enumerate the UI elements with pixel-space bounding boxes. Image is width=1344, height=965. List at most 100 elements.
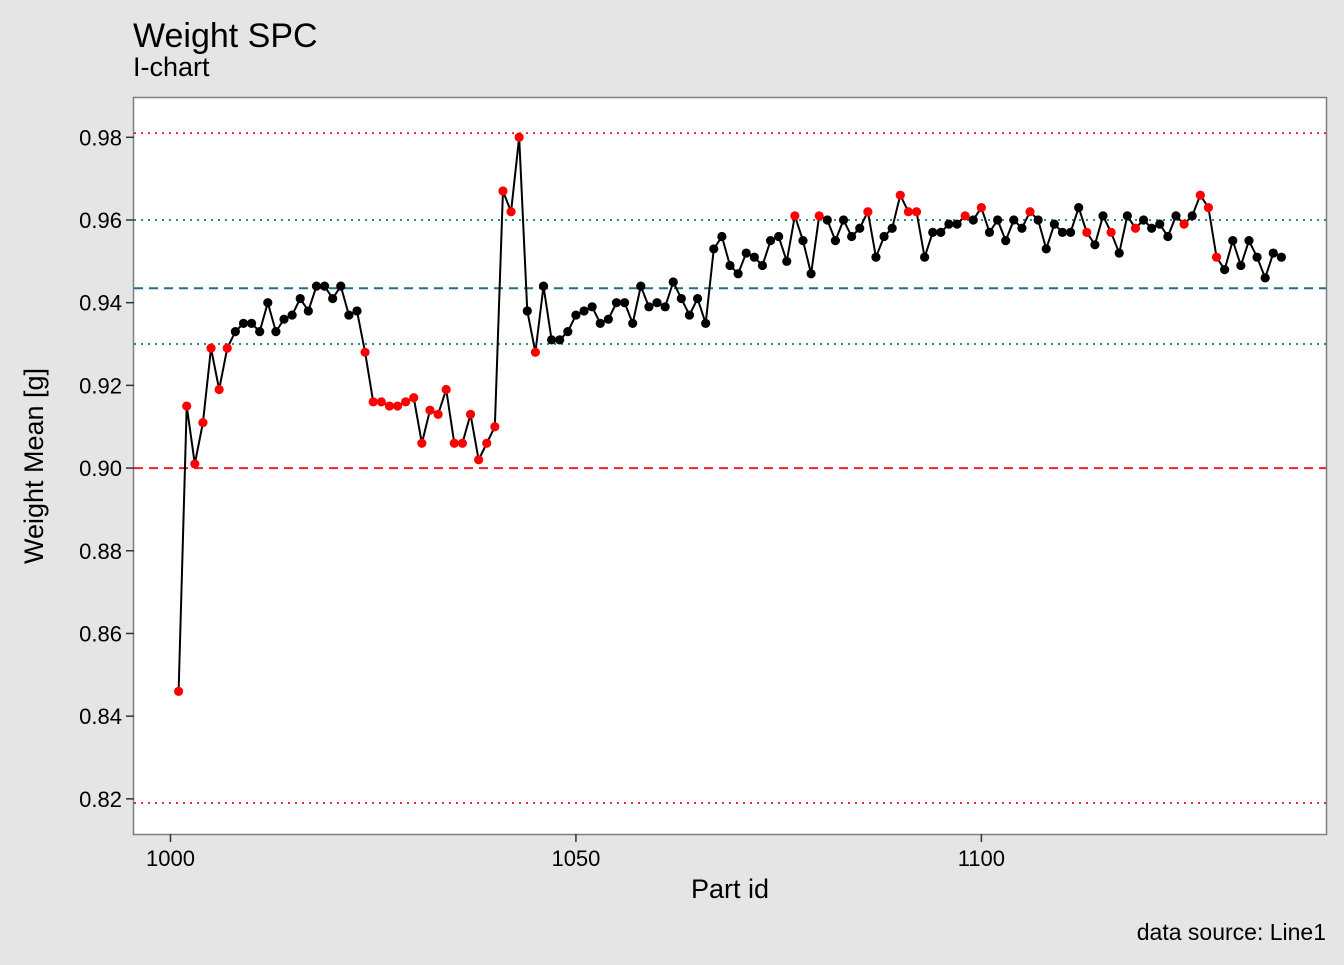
data-point-flagged — [441, 384, 451, 395]
data-point — [579, 306, 589, 316]
data-point — [1033, 215, 1043, 225]
data-point — [1090, 240, 1100, 250]
data-point — [1147, 223, 1157, 233]
data-point — [676, 293, 686, 304]
data-point — [1017, 223, 1027, 233]
data-point-flagged — [895, 190, 905, 200]
data-point — [944, 219, 954, 229]
data-point — [522, 306, 532, 316]
data-point-flagged — [433, 409, 443, 419]
data-point — [619, 298, 630, 308]
data-point-flagged — [457, 438, 468, 448]
data-point — [741, 248, 751, 258]
data-point — [1268, 248, 1278, 258]
data-point — [765, 236, 776, 246]
x-tick-label: 1000 — [146, 846, 195, 871]
data-source-caption: data source: Line1 — [1137, 919, 1326, 945]
data-point-flagged — [814, 211, 824, 221]
data-point — [246, 318, 257, 328]
data-point — [595, 318, 605, 328]
data-point — [709, 244, 719, 254]
data-point — [652, 298, 662, 308]
data-point — [806, 269, 816, 279]
data-point — [701, 318, 711, 328]
data-point — [279, 314, 289, 324]
data-point — [668, 277, 678, 287]
data-point — [1244, 236, 1254, 246]
data-point — [1276, 252, 1286, 262]
data-point — [1098, 211, 1108, 221]
data-point-flagged — [465, 409, 476, 419]
data-point — [319, 281, 330, 291]
data-point — [749, 252, 759, 262]
x-axis-label: Part id — [691, 874, 769, 904]
data-point — [1155, 219, 1165, 229]
control-limit-lines — [134, 132, 1326, 804]
data-point — [830, 236, 841, 246]
data-point — [352, 306, 362, 316]
data-point — [798, 236, 808, 246]
data-point — [1252, 252, 1262, 262]
data-point-flagged — [498, 186, 508, 196]
data-point — [879, 231, 889, 242]
y-tick-label: 0.84 — [79, 704, 122, 729]
data-point-flagged — [182, 401, 192, 411]
data-point — [336, 281, 346, 291]
data-point — [644, 302, 654, 312]
y-tick-label: 0.88 — [79, 539, 122, 564]
data-point-flagged — [425, 405, 435, 415]
data-point — [538, 281, 549, 291]
data-point-flagged — [1130, 223, 1141, 233]
data-point — [1114, 248, 1124, 258]
data-point — [1236, 260, 1246, 271]
data-point — [271, 327, 281, 337]
data-point — [660, 302, 670, 312]
data-point — [725, 260, 735, 271]
data-point-flagged — [911, 207, 922, 217]
data-point-flagged — [1203, 202, 1214, 213]
y-axis: 0.82 0.84 0.86 0.88 0.90 0.92 0.94 0.96 0.98 — [79, 125, 134, 812]
data-point — [1074, 202, 1084, 213]
data-point-flagged — [409, 393, 419, 403]
data-point-flagged — [376, 397, 386, 407]
series-layer — [174, 132, 1286, 696]
x-tick-label: 1100 — [958, 846, 1005, 871]
data-point-flagged — [506, 207, 516, 217]
data-point — [563, 327, 573, 337]
chart-subtitle: I-chart — [133, 52, 210, 82]
data-point-flagged — [174, 686, 184, 696]
data-point-flagged — [490, 422, 500, 432]
data-point — [855, 223, 865, 233]
data-point — [328, 293, 338, 304]
data-point — [692, 293, 703, 304]
data-point — [344, 310, 354, 320]
data-point — [774, 231, 784, 242]
data-point — [928, 227, 938, 237]
data-point — [230, 327, 240, 337]
data-point — [1163, 231, 1173, 242]
data-point-flagged — [368, 397, 378, 407]
data-point-flagged — [903, 207, 913, 217]
data-point — [571, 310, 581, 320]
data-point — [838, 215, 849, 225]
data-point — [1220, 265, 1230, 275]
data-point-flagged — [384, 401, 395, 411]
data-point — [263, 298, 273, 308]
data-point-flagged — [1179, 219, 1189, 229]
data-point — [968, 215, 978, 225]
data-point-flagged — [790, 211, 800, 221]
data-point — [255, 327, 265, 337]
data-point-flagged — [474, 455, 484, 465]
data-point — [1228, 236, 1238, 246]
data-point — [782, 256, 792, 266]
data-point — [1171, 211, 1181, 221]
data-point — [822, 215, 832, 225]
data-point-flagged — [1106, 227, 1116, 237]
y-tick-label: 0.92 — [79, 373, 122, 398]
data-point — [1041, 244, 1051, 254]
data-point-flagged — [1025, 207, 1035, 217]
data-point — [992, 215, 1003, 225]
data-point — [603, 314, 613, 324]
y-tick-label: 0.86 — [79, 621, 122, 646]
